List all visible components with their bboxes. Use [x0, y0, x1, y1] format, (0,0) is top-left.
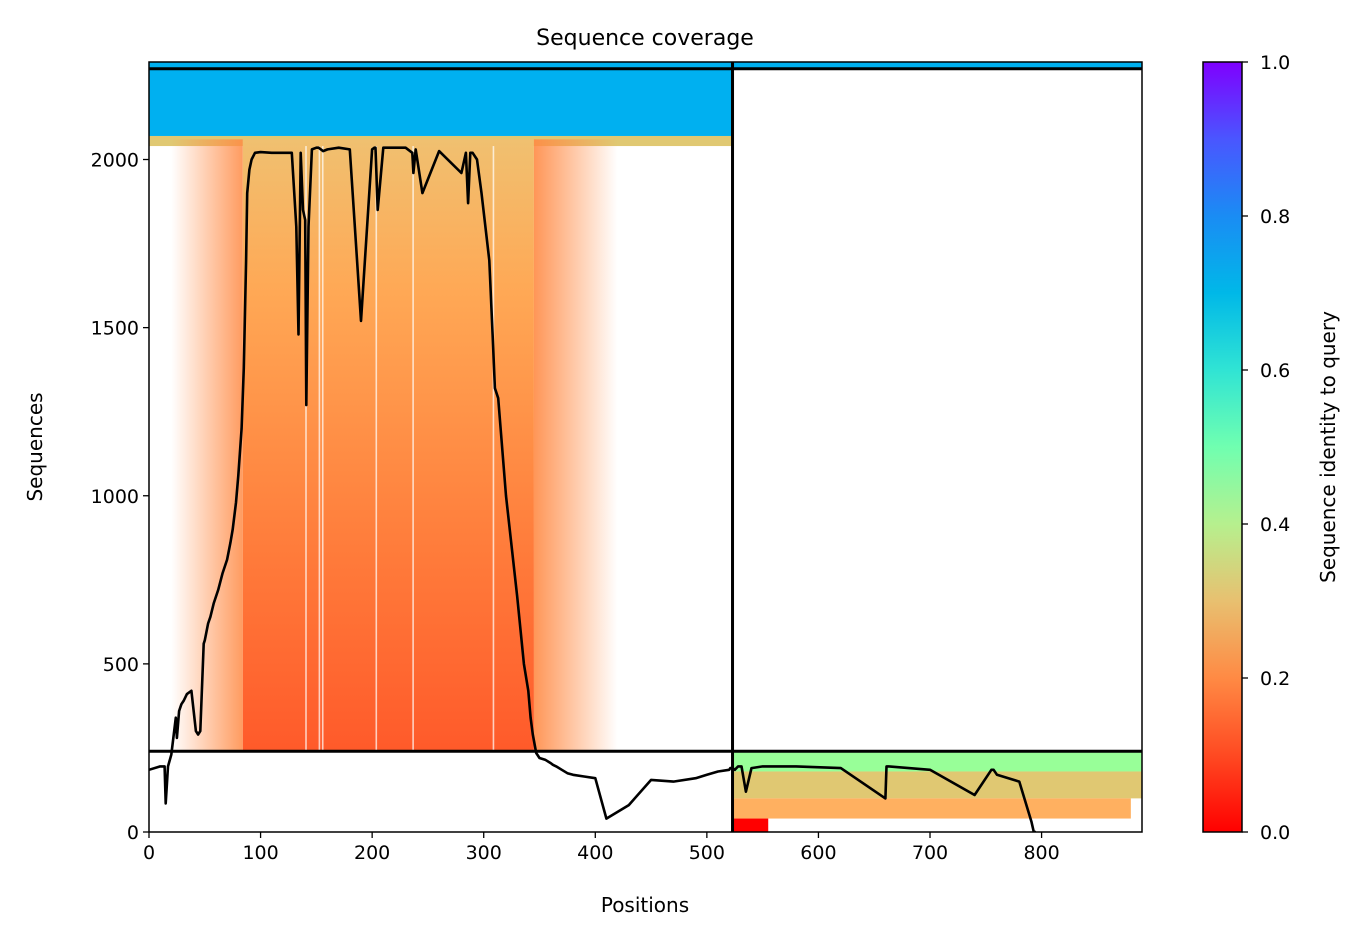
x-tick-label: 800: [1023, 842, 1059, 864]
gap-column: [321, 146, 324, 752]
colorbar-tick-label: 0.0: [1260, 822, 1290, 844]
msa-band: [732, 798, 1131, 819]
colorbar-tick-label: 0.2: [1260, 668, 1290, 690]
msa-left-fringe: [171, 139, 243, 752]
colorbar-tick-label: 0.8: [1260, 206, 1290, 228]
x-axis-ticks: 0 100 200 300 400 500 600 700 800: [143, 832, 1060, 864]
x-tick-label: 300: [466, 842, 502, 864]
x-tick-label: 400: [577, 842, 613, 864]
msa-gap-columns: [305, 146, 495, 752]
y-tick-label: 1000: [91, 486, 139, 508]
msa-right-fringe: [533, 139, 618, 752]
gap-column: [375, 146, 378, 752]
msa-bands: [149, 62, 1142, 832]
segment-boundaries: [149, 62, 1142, 832]
y-tick-label: 1500: [91, 318, 139, 340]
msa-core-block: [242, 139, 534, 752]
msa-band: [149, 62, 733, 69]
chart-title: Sequence coverage: [536, 26, 754, 51]
x-tick-label: 600: [800, 842, 836, 864]
y-axis-label: Sequences: [23, 392, 47, 501]
colorbar: [1202, 61, 1243, 833]
plot-frame: [148, 61, 1143, 833]
gap-column: [412, 146, 414, 752]
x-tick-label: 200: [354, 842, 390, 864]
gap-column: [318, 146, 321, 752]
msa-band: [149, 68, 733, 136]
x-tick-label: 700: [912, 842, 948, 864]
msa-band: [732, 771, 1142, 799]
colorbar-ticks: 0.0 0.2 0.4 0.6 0.8 1.0: [1242, 52, 1290, 844]
y-tick-label: 500: [103, 654, 139, 676]
msa-band: [732, 62, 1142, 69]
x-tick-label: 100: [242, 842, 278, 864]
x-axis-label: Positions: [601, 893, 689, 917]
colorbar-tick-label: 0.6: [1260, 360, 1290, 382]
x-tick-label: 500: [689, 842, 725, 864]
msa-band: [732, 818, 769, 832]
y-tick-label: 2000: [91, 150, 139, 172]
y-tick-label: 0: [127, 822, 139, 844]
gap-column: [492, 146, 495, 752]
msa-band: [732, 751, 1142, 772]
colorbar-tick-label: 0.4: [1260, 514, 1290, 536]
colorbar-label: Sequence identity to query: [1316, 311, 1340, 583]
y-axis-ticks: 0 500 1000 1500 2000: [91, 150, 149, 844]
x-tick-label: 0: [143, 842, 155, 864]
msa-heatmap: [149, 62, 1142, 832]
colorbar-tick-label: 1.0: [1260, 52, 1290, 74]
gap-column: [305, 146, 307, 752]
